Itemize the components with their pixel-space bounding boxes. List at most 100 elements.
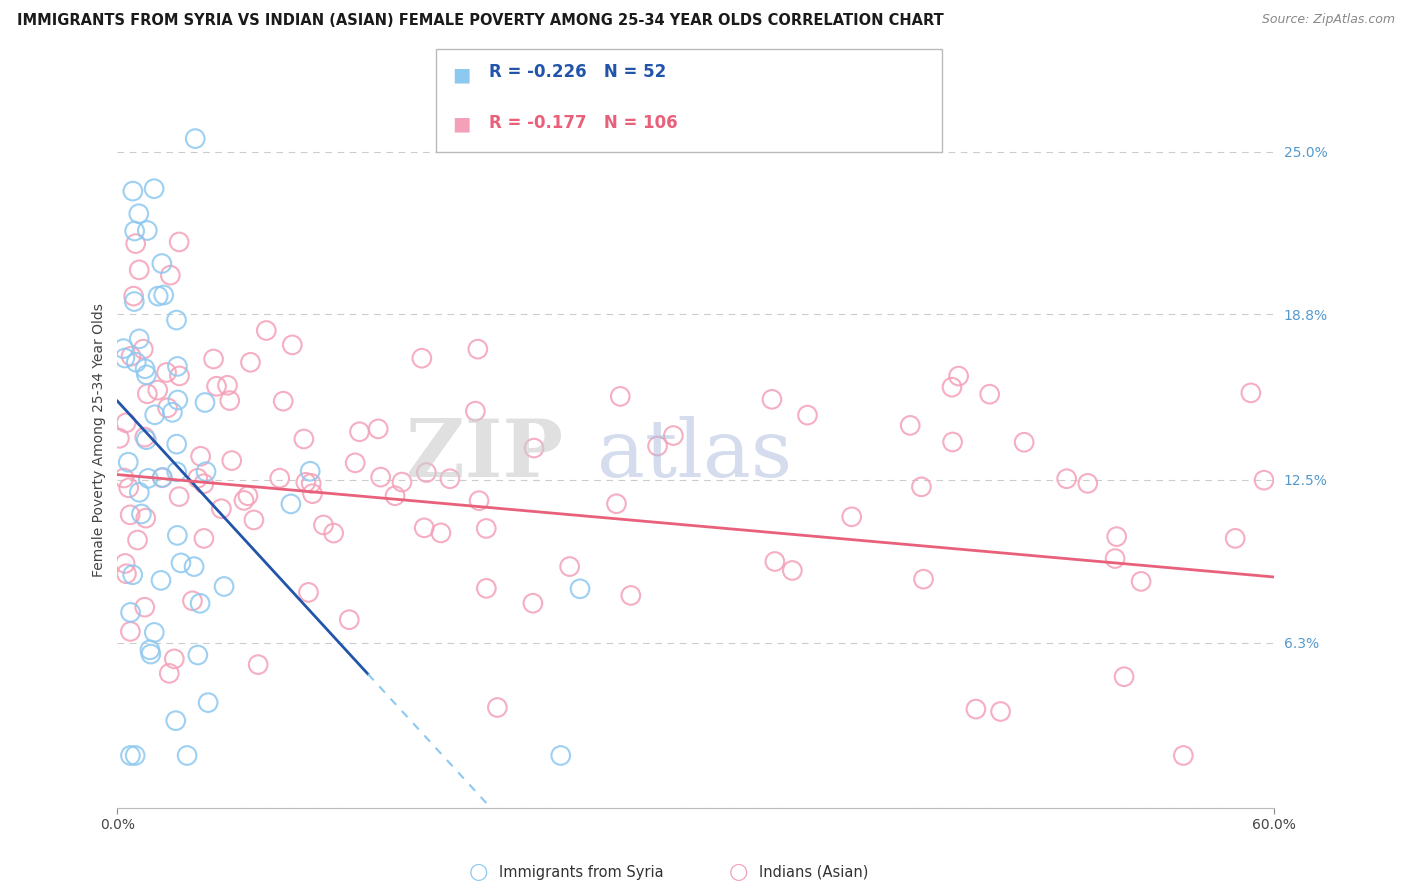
- Point: [135, 368, 157, 382]
- Point: [475, 582, 498, 596]
- Point: [569, 582, 592, 596]
- Point: [131, 507, 153, 521]
- Text: R = -0.177   N = 106: R = -0.177 N = 106: [489, 114, 678, 132]
- Point: [384, 489, 406, 503]
- Point: [195, 465, 218, 479]
- Point: [117, 455, 139, 469]
- Point: [114, 351, 136, 365]
- Point: [990, 705, 1012, 719]
- Y-axis label: Female Poverty Among 25-34 Year Olds: Female Poverty Among 25-34 Year Olds: [93, 303, 107, 577]
- Text: ZIP: ZIP: [406, 417, 562, 494]
- Point: [415, 466, 437, 480]
- Point: [143, 408, 166, 422]
- Point: [166, 392, 188, 407]
- Point: [205, 379, 228, 393]
- Point: [796, 408, 818, 422]
- Point: [167, 490, 190, 504]
- Point: [159, 268, 181, 283]
- Point: [187, 471, 209, 485]
- Text: Indians (Asian): Indians (Asian): [759, 865, 869, 880]
- Point: [149, 574, 172, 588]
- Point: [942, 434, 965, 449]
- Text: ○: ○: [468, 863, 488, 882]
- Point: [605, 497, 627, 511]
- Point: [120, 748, 142, 763]
- Point: [112, 471, 135, 485]
- Point: [1225, 532, 1247, 546]
- Point: [1105, 530, 1128, 544]
- Point: [128, 263, 150, 277]
- Point: [115, 566, 138, 581]
- Point: [1173, 748, 1195, 763]
- Point: [475, 521, 498, 535]
- Point: [522, 596, 544, 610]
- Point: [558, 559, 581, 574]
- Point: [647, 439, 669, 453]
- Text: IMMIGRANTS FROM SYRIA VS INDIAN (ASIAN) FEMALE POVERTY AMONG 25-34 YEAR OLDS COR: IMMIGRANTS FROM SYRIA VS INDIAN (ASIAN) …: [17, 13, 943, 29]
- Point: [281, 338, 304, 352]
- Point: [136, 223, 159, 237]
- Point: [150, 256, 173, 270]
- Point: [139, 643, 162, 657]
- Point: [194, 395, 217, 409]
- Point: [120, 624, 142, 639]
- Point: [299, 476, 322, 491]
- Point: [193, 476, 215, 491]
- Point: [122, 289, 145, 303]
- Point: [176, 748, 198, 763]
- Point: [464, 404, 486, 418]
- Point: [312, 518, 335, 533]
- Point: [430, 525, 453, 540]
- Point: [156, 401, 179, 415]
- Point: [254, 324, 277, 338]
- Text: ■: ■: [453, 115, 471, 134]
- Point: [979, 387, 1001, 401]
- Point: [187, 648, 209, 662]
- Point: [620, 589, 643, 603]
- Point: [370, 470, 392, 484]
- Point: [162, 405, 184, 419]
- Point: [181, 594, 204, 608]
- Point: [150, 470, 173, 484]
- Point: [169, 368, 191, 383]
- Point: [134, 600, 156, 615]
- Point: [128, 485, 150, 500]
- Point: [1112, 670, 1135, 684]
- Point: [218, 393, 240, 408]
- Point: [132, 342, 155, 356]
- Point: [299, 464, 322, 478]
- Point: [411, 351, 433, 366]
- Point: [188, 596, 211, 610]
- Point: [292, 432, 315, 446]
- Point: [367, 422, 389, 436]
- Point: [297, 585, 319, 599]
- Point: [221, 453, 243, 467]
- Point: [146, 289, 169, 303]
- Point: [108, 431, 131, 445]
- Point: [135, 511, 157, 525]
- Point: [166, 437, 188, 451]
- Text: ■: ■: [453, 65, 471, 84]
- Point: [841, 509, 863, 524]
- Point: [120, 606, 142, 620]
- Point: [150, 471, 173, 485]
- Point: [294, 475, 316, 490]
- Point: [439, 472, 461, 486]
- Point: [344, 456, 367, 470]
- Point: [115, 416, 138, 430]
- Point: [337, 613, 360, 627]
- Point: [143, 182, 166, 196]
- Point: [118, 481, 141, 495]
- Point: [121, 567, 143, 582]
- Point: [202, 351, 225, 366]
- Point: [143, 625, 166, 640]
- Point: [322, 526, 344, 541]
- Point: [136, 471, 159, 485]
- Point: [124, 224, 146, 238]
- Point: [190, 450, 212, 464]
- Point: [139, 647, 162, 661]
- Point: [125, 236, 148, 251]
- Point: [898, 418, 921, 433]
- Point: [163, 652, 186, 666]
- Point: [136, 386, 159, 401]
